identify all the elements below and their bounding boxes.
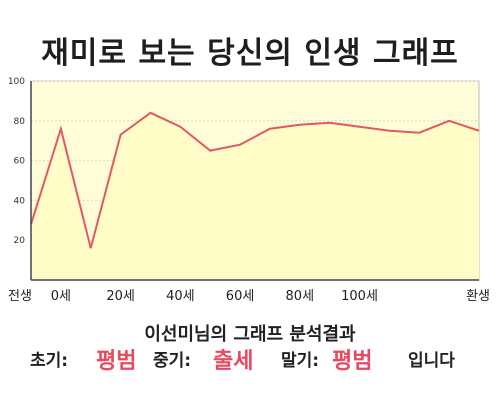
mid-value: 출세 [213,349,254,374]
y-tick-label: 40 [14,196,26,206]
series-area [31,112,479,280]
late-label: 말기: [281,351,320,371]
x-tick-label: 전생 [8,289,32,304]
late-value: 평범 [332,349,373,374]
life-graph-chart: 20 40 60 80 100 전생 0세 20세 40세 60세 80세 100세 환생 [8,77,490,304]
x-tick-label: 40세 [166,289,195,304]
series-line [30,111,480,249]
y-tick-label: 80 [14,117,26,127]
x-tick-label: 60세 [226,289,255,304]
y-tick-label: 60 [14,157,26,167]
mid-label: 중기: [153,351,192,371]
early-value: 평범 [96,349,137,374]
x-tick-label: 0세 [51,289,71,304]
ending-text: 입니다 [408,351,455,371]
x-tick-label: 80세 [286,289,315,304]
x-tick-labels: 전생 0세 20세 40세 60세 80세 100세 환생 [8,289,490,304]
x-tick-label: 100세 [341,289,378,304]
analysis-subtitle: 이선미님의 그래프 분석결과 [144,324,356,345]
x-tick-label: 20세 [106,289,135,304]
x-tick-label: 환생 [466,289,490,304]
chart-title: 재미로 보는 당신의 인생 그래프 [41,36,459,71]
early-label: 초기: [30,351,69,371]
y-tick-label: 100 [8,77,25,87]
y-tick-label: 20 [14,236,26,246]
y-tick-labels: 20 40 60 80 100 [8,77,25,246]
